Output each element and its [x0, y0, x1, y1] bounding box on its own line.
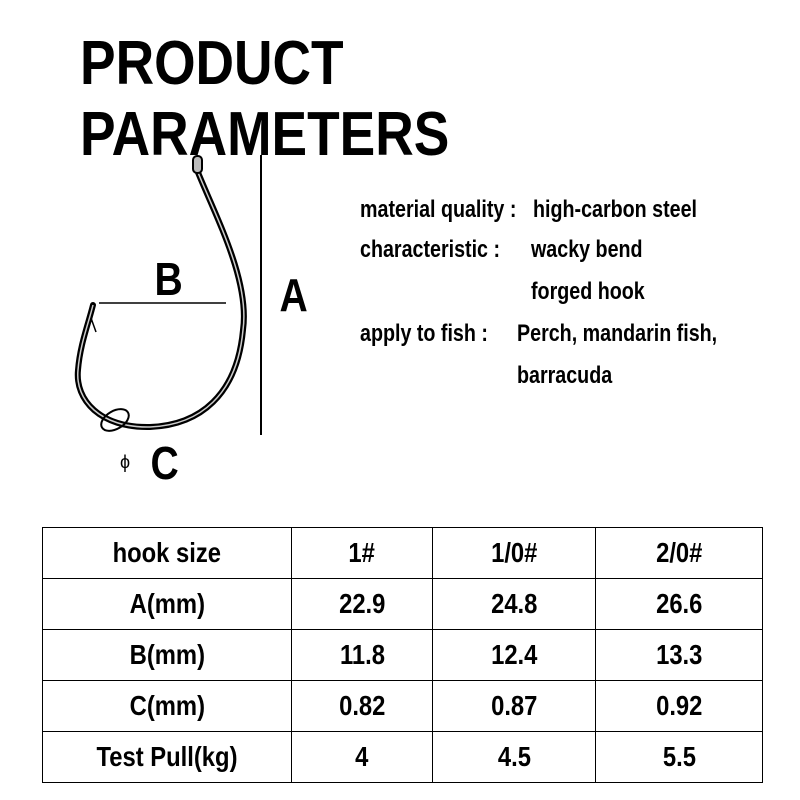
spec-characteristic-value: wacky bend: [531, 236, 643, 263]
spec-characteristic-label: characteristic :: [360, 236, 501, 263]
table-row: Test Pull(kg) 4 4.5 5.5: [42, 731, 763, 783]
table-row: B(mm) 11.8 12.4 13.3: [42, 629, 763, 681]
cell: 0.82: [338, 690, 386, 721]
hook-diagram: [74, 155, 262, 435]
spec-characteristic-value2: forged hook: [531, 278, 645, 305]
label-a: A: [279, 269, 308, 321]
cell: 12.4: [490, 639, 538, 670]
page-title: PRODUCT PARAMETERS: [80, 29, 450, 169]
spec-material-label: material quality :: [360, 196, 517, 223]
row-label: A(mm): [129, 588, 205, 619]
cell: 11.8: [339, 639, 385, 670]
row-label: Test Pull(kg): [96, 741, 238, 772]
label-b: B: [154, 253, 183, 305]
row-label: C(mm): [129, 690, 205, 721]
spec-fish-value: Perch, mandarin fish,: [517, 320, 718, 347]
cell: 4.5: [497, 741, 531, 772]
cell: 0.87: [490, 690, 538, 721]
cell: 22.9: [338, 588, 386, 619]
dimension-c-ring: [100, 408, 130, 432]
cell: 26.6: [655, 588, 703, 619]
header-cell: 2/0#: [655, 537, 703, 568]
table-row: A(mm) 22.9 24.8 26.6: [42, 578, 763, 630]
cell: 0.92: [655, 690, 703, 721]
parameters-table: hook size 1# 1/0# 2/0# A(mm) 22.9 24.8 2…: [42, 527, 763, 783]
header-cell: 1#: [348, 537, 376, 568]
spec-fish-label: apply to fish :: [360, 320, 488, 347]
cell: 5.5: [662, 741, 696, 772]
header-cell: hook size: [112, 537, 222, 568]
label-c: C: [150, 437, 179, 489]
diameter-symbol: ϕ: [120, 452, 131, 472]
row-label: B(mm): [129, 639, 205, 670]
table-row: C(mm) 0.82 0.87 0.92: [42, 680, 763, 732]
cell: 24.8: [490, 588, 538, 619]
table-header-row: hook size 1# 1/0# 2/0#: [42, 527, 763, 579]
header-cell: 1/0#: [490, 537, 538, 568]
hook-icon: [74, 155, 247, 431]
spec-fish-value2: barracuda: [517, 362, 613, 389]
cell: 13.3: [655, 639, 703, 670]
spec-material-value: high-carbon steel: [533, 196, 698, 223]
cell: 4: [355, 741, 369, 772]
